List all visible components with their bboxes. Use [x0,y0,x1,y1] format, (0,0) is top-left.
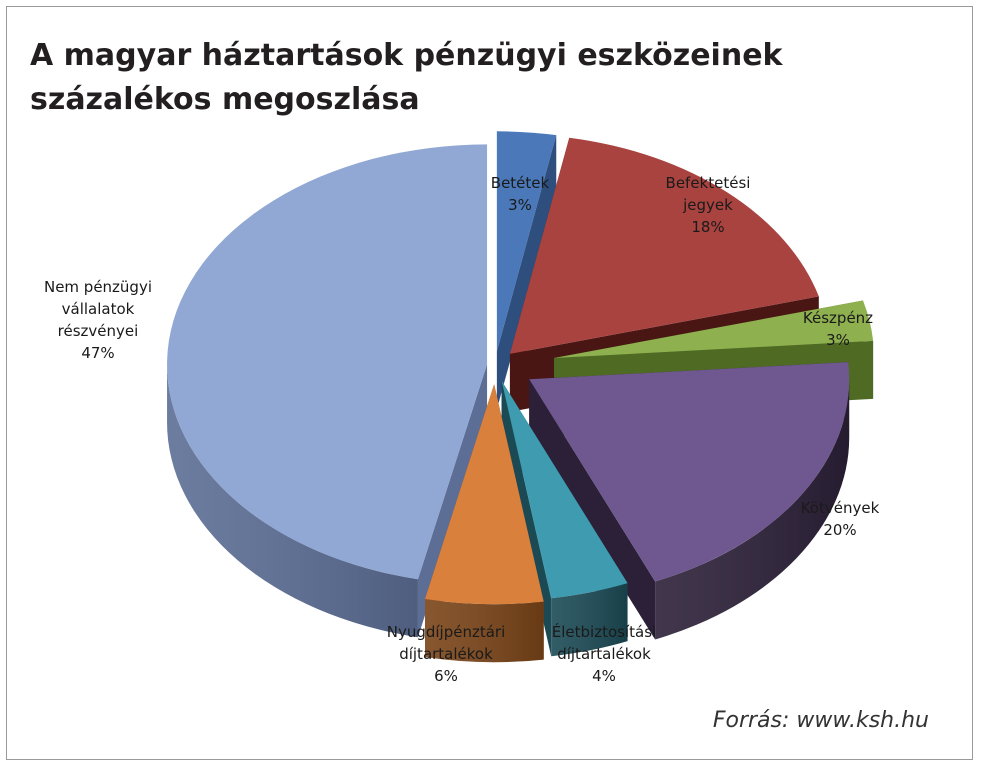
pie-slice-1 [496,131,557,410]
pie-labels: Betétek 3% Befektetési jegyek 18% Készpénz 3% K… [44,174,880,685]
slice-label-1: Betétek 3% [491,174,550,214]
slice-top [425,384,544,605]
slice-label-2: Befektetési jegyek 18% [666,174,751,236]
chart-title: A magyar háztartások pénzügyi eszközeine… [30,34,930,122]
slice-label-3: Készpénz 3% [803,309,873,349]
pie-slice-7 [167,144,488,638]
slice-wall [529,379,656,640]
source-note: Forrás: www.ksh.hu [712,708,929,733]
slice-rim-shade [551,583,628,657]
pie-slices [167,131,874,663]
slice-label-5: Életbiztosítási díjtartalékok 4% [552,622,656,685]
slice-rim-shade [167,364,418,638]
title-line-2: százalékos megoszlása [30,82,420,117]
slice-label-4: Kötvények 20% [801,499,880,539]
slice-top [496,131,557,352]
slice-top [501,380,628,599]
slice-top [509,137,819,354]
pie-slice-6 [425,384,544,663]
slice-wall [496,135,557,410]
slice-rim-shade [655,379,850,640]
slice-rim-shade [425,599,544,663]
slice-top [529,362,850,582]
slice-top [167,144,488,580]
slice-label-6: Nyugdíjpénztári díjtartalékok 6% [387,623,506,685]
pie-slice-4 [529,362,850,640]
slice-top [554,300,874,358]
title-line-1: A magyar háztartások pénzügyi eszközeine… [30,38,783,73]
slice-label-7: Nem pénzügyi vállalatok részvényei 47% [44,278,152,362]
